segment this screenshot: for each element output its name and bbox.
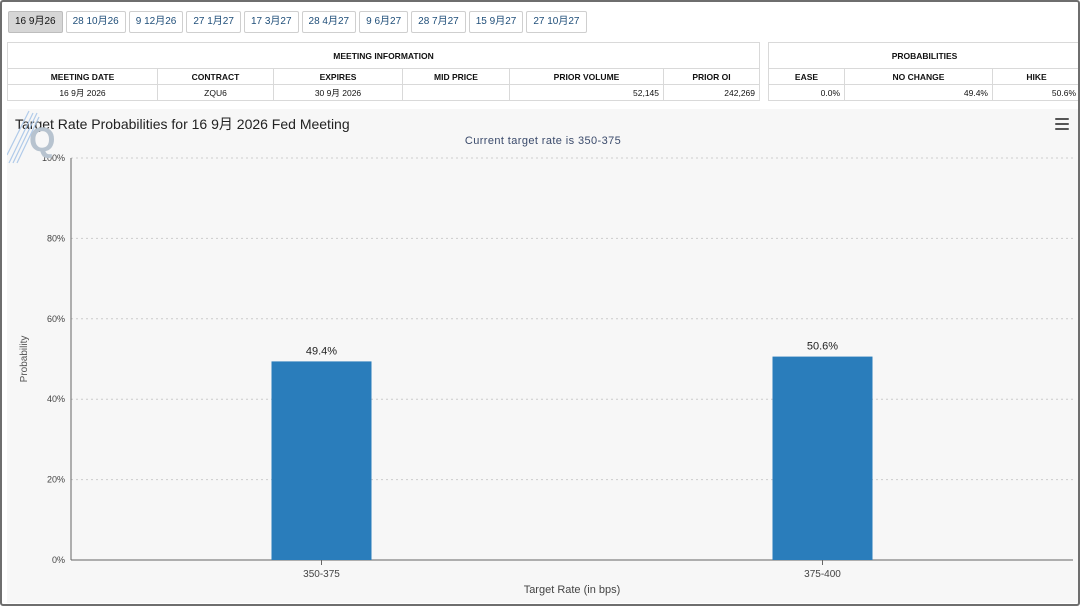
bar-data-label: 50.6% (807, 341, 838, 353)
y-tick-label: 20% (47, 475, 65, 485)
y-axis-title: Probability (19, 336, 30, 383)
cell-mid-price (402, 84, 510, 101)
col-header-prior-oi: PRIOR OI (662, 68, 761, 85)
hamburger-menu-icon[interactable] (1055, 118, 1069, 130)
tab-meeting-9[interactable]: 27 10月27 (526, 11, 587, 33)
tab-meeting-3[interactable]: 27 1月27 (186, 11, 241, 33)
probabilities-table: PROBABILITIES EASE NO CHANGE HIKE 0.0% 4… (767, 42, 1078, 101)
y-tick-label: 100% (42, 153, 65, 163)
target-rate-chart: 0% 20% 40% 60% 80% 100% 49.4% 350-375 50.6% 375-4… (7, 109, 1078, 603)
probabilities-header: PROBABILITIES (767, 42, 1078, 69)
y-tick-label: 60% (47, 314, 65, 324)
col-header-expires: EXPIRES (273, 68, 403, 85)
chart-subtitle: Current target rate is 350-375 (464, 135, 622, 147)
col-header-hike: HIKE (991, 68, 1078, 85)
meeting-information-table: MEETING INFORMATION MEETING DATE CONTRAC… (6, 42, 761, 101)
col-header-contract: CONTRACT (157, 68, 274, 85)
tab-meeting-2[interactable]: 9 12月26 (128, 11, 184, 33)
col-header-prior-volume: PRIOR VOLUME (509, 68, 664, 85)
x-tick-label: 350-375 (303, 569, 340, 580)
meeting-information-header: MEETING INFORMATION (6, 42, 761, 69)
cell-no-change: 49.4% (844, 84, 993, 101)
tab-meeting-7[interactable]: 28 7月27 (411, 11, 466, 33)
col-header-meeting-date: MEETING DATE (7, 68, 158, 85)
svg-text:Q: Q (29, 121, 55, 159)
bar-375-400 (772, 356, 873, 560)
col-header-ease: EASE (768, 68, 845, 85)
tab-meeting-6[interactable]: 9 6月27 (359, 11, 409, 33)
col-header-no-change: NO CHANGE (844, 68, 993, 85)
table-row: 0.0% 49.4% 50.6% (768, 84, 1078, 101)
chart-title: Target Rate Probabilities for 16 9月 2026… (15, 116, 350, 132)
y-tick-label: 40% (47, 394, 65, 404)
cell-contract: ZQU6 (157, 84, 274, 101)
y-tick-label: 80% (47, 233, 65, 243)
cell-ease: 0.0% (768, 84, 845, 101)
tab-meeting-8[interactable]: 15 9月27 (468, 11, 524, 33)
tab-meeting-0[interactable]: 16 9月26 (8, 11, 63, 33)
x-tick-label: 375-400 (804, 569, 841, 580)
y-tick-label: 0% (52, 555, 65, 565)
tab-meeting-5[interactable]: 28 4月27 (301, 11, 357, 33)
col-header-mid-price: MID PRICE (402, 68, 510, 85)
cell-hike: 50.6% (991, 84, 1078, 101)
cell-prior-oi: 242,269 (662, 84, 761, 101)
table-row: 16 9月 2026 ZQU6 30 9月 2026 52,145 242,26… (7, 84, 761, 101)
x-axis-title: Target Rate (in bps) (524, 584, 621, 596)
quikstrike-q-logo: Q (7, 110, 55, 164)
tab-meeting-4[interactable]: 17 3月27 (243, 11, 299, 33)
meeting-date-tabs: 16 9月26 28 10月26 9 12月26 27 1月27 17 3月27… (8, 11, 587, 33)
cell-prior-volume: 52,145 (509, 84, 664, 101)
cell-meeting-date: 16 9月 2026 (7, 84, 158, 101)
tab-meeting-1[interactable]: 28 10月26 (65, 11, 126, 33)
bar-data-label: 49.4% (306, 345, 337, 357)
bar-350-375 (271, 361, 372, 560)
cell-expires: 30 9月 2026 (273, 84, 403, 101)
chart-svg: 0% 20% 40% 60% 80% 100% 49.4% 350-375 50.6% 375-4… (19, 153, 1073, 596)
